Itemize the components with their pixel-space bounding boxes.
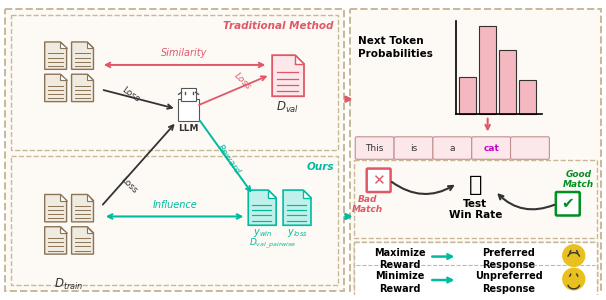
FancyBboxPatch shape — [178, 99, 199, 121]
Polygon shape — [72, 74, 93, 102]
Polygon shape — [87, 74, 93, 80]
Polygon shape — [61, 194, 67, 200]
Polygon shape — [272, 55, 304, 96]
FancyArrowPatch shape — [199, 76, 266, 105]
Text: Loss: Loss — [232, 71, 253, 92]
FancyBboxPatch shape — [354, 242, 597, 300]
FancyArrowPatch shape — [345, 214, 350, 219]
Text: $D_{\mathit{train}}$: $D_{\mathit{train}}$ — [55, 277, 84, 292]
Polygon shape — [72, 194, 93, 222]
FancyArrowPatch shape — [106, 63, 263, 67]
Polygon shape — [87, 194, 93, 200]
Polygon shape — [45, 227, 67, 254]
Text: Unpreferred
Response: Unpreferred Response — [475, 271, 543, 294]
FancyArrowPatch shape — [432, 254, 451, 259]
FancyBboxPatch shape — [510, 137, 550, 159]
Bar — [479, 26, 496, 114]
Text: Ours: Ours — [307, 162, 334, 172]
FancyBboxPatch shape — [350, 9, 601, 291]
Text: Test
Win Rate: Test Win Rate — [448, 199, 502, 220]
Text: Similarity: Similarity — [161, 48, 208, 58]
FancyBboxPatch shape — [394, 137, 433, 159]
Text: LLM: LLM — [178, 124, 199, 133]
FancyBboxPatch shape — [5, 9, 344, 291]
Polygon shape — [248, 190, 276, 225]
Text: a: a — [450, 143, 455, 152]
FancyArrowPatch shape — [200, 121, 250, 191]
FancyArrowPatch shape — [345, 97, 350, 101]
Text: Preferred
Response: Preferred Response — [482, 248, 536, 270]
FancyBboxPatch shape — [556, 192, 580, 215]
Text: Maximize
Reward: Maximize Reward — [374, 248, 425, 270]
FancyArrowPatch shape — [104, 90, 172, 109]
Text: Good
Match: Good Match — [563, 169, 594, 189]
Polygon shape — [45, 194, 67, 222]
Polygon shape — [72, 42, 93, 69]
Text: Traditional Method: Traditional Method — [224, 21, 334, 31]
Text: Bad
Match: Bad Match — [352, 195, 383, 214]
FancyArrowPatch shape — [432, 278, 451, 282]
Polygon shape — [87, 227, 93, 233]
Polygon shape — [87, 42, 93, 48]
Text: Influence: Influence — [153, 200, 198, 210]
Polygon shape — [295, 55, 304, 64]
Polygon shape — [61, 42, 67, 48]
FancyBboxPatch shape — [181, 88, 196, 100]
FancyBboxPatch shape — [471, 137, 510, 159]
FancyBboxPatch shape — [355, 137, 394, 159]
Text: Minimize
Reward: Minimize Reward — [375, 271, 424, 294]
Text: ✕: ✕ — [372, 173, 385, 188]
Text: $D_{\mathit{val}}$: $D_{\mathit{val}}$ — [276, 100, 300, 115]
Circle shape — [563, 268, 585, 290]
Polygon shape — [61, 74, 67, 80]
Text: $y_{\mathit{loss}}$: $y_{\mathit{loss}}$ — [287, 227, 307, 239]
Polygon shape — [72, 227, 93, 254]
Text: Next Token
Probabilities: Next Token Probabilities — [358, 36, 433, 59]
Bar — [499, 50, 516, 114]
Bar — [519, 80, 536, 114]
Polygon shape — [303, 190, 311, 198]
Text: is: is — [410, 143, 417, 152]
Text: This: This — [365, 143, 384, 152]
FancyArrowPatch shape — [485, 118, 490, 129]
Bar — [459, 77, 476, 114]
Text: cat: cat — [483, 143, 499, 152]
Polygon shape — [283, 190, 311, 225]
Text: Reward: Reward — [215, 143, 242, 176]
FancyArrowPatch shape — [103, 125, 173, 205]
FancyBboxPatch shape — [433, 137, 471, 159]
Text: $D_{\mathit{val\_pairwise}}$: $D_{\mathit{val\_pairwise}}$ — [250, 236, 297, 250]
Circle shape — [563, 245, 585, 266]
Text: 🏆: 🏆 — [468, 176, 482, 195]
Polygon shape — [45, 74, 67, 102]
FancyArrowPatch shape — [108, 214, 241, 219]
Polygon shape — [61, 227, 67, 233]
Text: $y_{\mathit{win}}$: $y_{\mathit{win}}$ — [253, 227, 272, 239]
Polygon shape — [45, 42, 67, 69]
FancyArrowPatch shape — [392, 182, 453, 194]
Polygon shape — [268, 190, 276, 198]
FancyBboxPatch shape — [354, 242, 597, 287]
FancyArrowPatch shape — [499, 195, 554, 209]
FancyBboxPatch shape — [367, 169, 391, 192]
Text: Loss: Loss — [119, 175, 139, 195]
Text: Loss: Loss — [120, 85, 141, 104]
Text: ✔: ✔ — [561, 196, 574, 211]
